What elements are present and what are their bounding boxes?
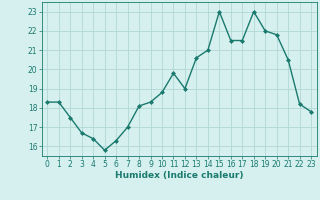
X-axis label: Humidex (Indice chaleur): Humidex (Indice chaleur) xyxy=(115,171,244,180)
